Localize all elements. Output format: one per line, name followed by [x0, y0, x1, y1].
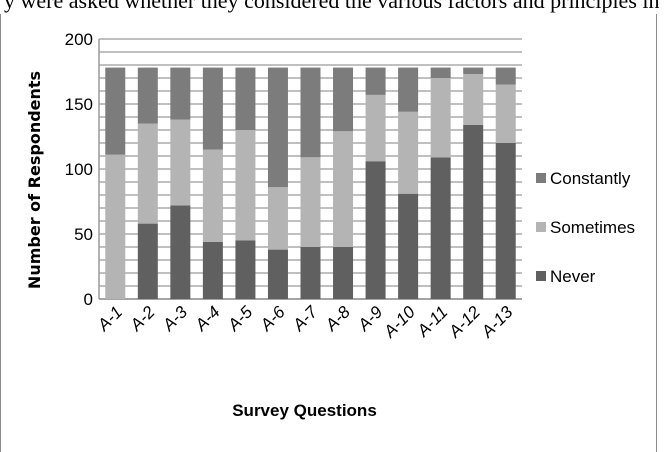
bar-never-a-8 — [333, 247, 354, 299]
bar-sometimes-a-5 — [235, 130, 256, 241]
bar-sometimes-a-13 — [495, 84, 516, 143]
bar-never-a-13 — [495, 143, 516, 299]
x-tick-label: A-10 — [379, 302, 419, 342]
bar-sometimes-a-8 — [333, 131, 354, 247]
bar-constantly-a-2 — [137, 67, 158, 124]
y-tick-label: 200 — [65, 30, 93, 49]
bar-constantly-a-3 — [170, 67, 191, 120]
bar-constantly-a-12 — [463, 67, 484, 75]
bar-sometimes-a-10 — [398, 111, 419, 194]
x-tick-label: A-2 — [126, 302, 159, 335]
bar-constantly-a-13 — [495, 67, 516, 85]
legend-label-sometimes: Sometimes — [550, 218, 635, 237]
x-tick-label: A-13 — [477, 302, 517, 342]
bar-sometimes-a-7 — [300, 157, 321, 247]
x-tick-label: A-3 — [158, 302, 191, 335]
x-tick-label: A-8 — [321, 302, 354, 335]
x-tick-label: A-12 — [444, 302, 484, 342]
bar-never-a-11 — [430, 157, 451, 299]
y-tick-label: 150 — [65, 95, 93, 114]
bar-constantly-a-8 — [333, 67, 354, 132]
legend-label-constantly: Constantly — [550, 169, 631, 188]
chart-frame — [0, 14, 657, 452]
bar-constantly-a-4 — [202, 67, 223, 150]
bar-sometimes-a-3 — [170, 119, 191, 206]
x-tick-label: A-4 — [191, 302, 224, 335]
legend-swatch-never — [536, 271, 546, 281]
bar-never-a-7 — [300, 247, 321, 299]
y-tick-label: 50 — [74, 225, 93, 244]
x-tick-label: A-11 — [413, 302, 452, 341]
x-tick-label: A-6 — [256, 302, 289, 335]
legend-label-never: Never — [550, 267, 596, 286]
bar-sometimes-a-1 — [105, 154, 126, 299]
bar-sometimes-a-11 — [430, 78, 451, 158]
x-axis-title: Survey Questions — [232, 401, 377, 420]
bar-constantly-a-5 — [235, 67, 256, 130]
bar-never-a-12 — [463, 124, 484, 299]
bar-sometimes-a-9 — [365, 94, 386, 162]
bar-constantly-a-6 — [267, 67, 288, 188]
bar-never-a-2 — [137, 223, 158, 299]
bar-never-a-9 — [365, 161, 386, 299]
bar-constantly-a-7 — [300, 67, 321, 158]
bar-never-a-10 — [398, 193, 419, 299]
bar-constantly-a-1 — [105, 67, 126, 155]
top-caption-text: y were asked whether they considered the… — [4, 0, 666, 13]
bar-never-a-5 — [235, 240, 256, 299]
x-tick-label: A-5 — [223, 302, 256, 335]
bar-sometimes-a-12 — [463, 74, 484, 125]
x-tick-label: A-7 — [288, 302, 321, 335]
y-tick-label: 0 — [84, 290, 93, 309]
bar-constantly-a-11 — [430, 67, 451, 78]
legend-swatch-constantly — [536, 173, 546, 183]
bar-sometimes-a-2 — [137, 123, 158, 224]
bar-constantly-a-9 — [365, 67, 386, 95]
bar-constantly-a-10 — [398, 67, 419, 112]
bar-never-a-3 — [170, 205, 191, 299]
legend-swatch-sometimes — [536, 222, 546, 232]
y-axis-title: Number of Respondents — [25, 71, 44, 289]
x-tick-label: A-1 — [93, 302, 126, 335]
bar-never-a-6 — [267, 249, 288, 299]
y-tick-label: 100 — [65, 160, 93, 179]
bar-sometimes-a-4 — [202, 149, 223, 242]
bar-sometimes-a-6 — [267, 187, 288, 250]
bar-never-a-4 — [202, 241, 223, 299]
